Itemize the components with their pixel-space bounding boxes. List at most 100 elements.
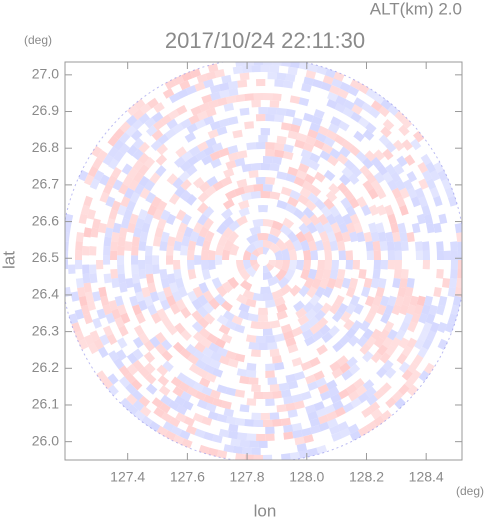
- field-cell: [82, 273, 91, 284]
- field-cell: [96, 370, 108, 382]
- field-cell: [240, 279, 253, 292]
- field-cell: [382, 171, 394, 184]
- field-cell: [111, 200, 121, 212]
- field-cell: [276, 135, 287, 145]
- field-cell: [265, 149, 275, 157]
- field-cell: [207, 129, 219, 139]
- field-cell: [192, 412, 204, 423]
- field-cell: [186, 386, 198, 397]
- field-cell: [326, 99, 338, 110]
- field-cell: [181, 213, 192, 226]
- field-cell: [148, 420, 161, 432]
- field-cell: [93, 338, 104, 350]
- field-cell: [129, 191, 141, 204]
- field-cell: [180, 391, 192, 402]
- field-cell: [376, 164, 388, 176]
- field-cell: [180, 118, 192, 129]
- field-cell: [319, 390, 332, 401]
- field-cell: [294, 400, 305, 410]
- field-cell: [263, 219, 274, 228]
- field-cell: [265, 363, 275, 371]
- field-cell: [225, 95, 237, 104]
- field-cell: [256, 246, 263, 255]
- field-cell: [373, 171, 385, 184]
- field-cell: [65, 250, 69, 260]
- field-cell: [127, 167, 139, 179]
- field-cell: [183, 416, 195, 427]
- field-cell: [384, 304, 394, 316]
- field-cell: [74, 250, 83, 260]
- field-cell: [315, 407, 327, 418]
- field-cell: [78, 338, 89, 350]
- field-cell: [278, 382, 289, 391]
- field-cell: [281, 248, 290, 260]
- field-cell: [373, 250, 381, 260]
- field-cell: [285, 173, 297, 183]
- field-cell: [289, 95, 301, 104]
- field-cell: [167, 236, 176, 247]
- field-cell: [151, 397, 164, 409]
- field-cell: [433, 161, 444, 174]
- field-cell: [230, 438, 241, 447]
- field-cell: [191, 310, 203, 322]
- field-cell: [287, 166, 299, 177]
- field-cell: [307, 129, 319, 139]
- field-cell: [108, 158, 120, 170]
- field-cell: [281, 62, 291, 67]
- field-cell: [376, 204, 387, 216]
- field-cell: [103, 273, 112, 284]
- field-cell: [309, 294, 321, 306]
- field-cell: [175, 231, 185, 243]
- field-cell: [328, 123, 340, 134]
- field-cell: [396, 353, 408, 365]
- field-cell: [106, 218, 116, 229]
- field-cell: [65, 260, 69, 270]
- field-cell: [249, 226, 261, 236]
- field-cell: [233, 186, 246, 197]
- field-cell: [160, 231, 170, 243]
- field-cell: [295, 231, 307, 243]
- field-cell: [138, 332, 150, 345]
- field-cell: [289, 62, 300, 69]
- field-cell: [373, 260, 381, 270]
- field-cell: [350, 397, 362, 409]
- field-cell: [399, 278, 408, 289]
- field-cell: [385, 367, 397, 379]
- field-cell: [398, 124, 410, 137]
- field-cell: [232, 445, 243, 454]
- field-cell: [184, 132, 197, 143]
- field-cell: [314, 171, 326, 183]
- field-cell: [385, 163, 397, 176]
- field-cell: [327, 91, 339, 102]
- field-cell: [400, 117, 413, 129]
- field-cell: [216, 413, 228, 423]
- field-cell: [391, 304, 402, 316]
- field-cell: [89, 273, 98, 284]
- field-cell: [407, 321, 418, 333]
- field-cell: [433, 222, 442, 233]
- field-cell: [324, 260, 333, 270]
- field-cell: [134, 410, 146, 422]
- field-cell: [302, 301, 315, 313]
- field-cell: [325, 379, 338, 391]
- field-cell: [209, 389, 221, 400]
- field-cell: [317, 384, 330, 395]
- field-cell: [289, 123, 301, 133]
- field-cell: [346, 356, 358, 368]
- field-cell: [362, 328, 374, 340]
- field-cell: [83, 282, 92, 293]
- field-cell: [99, 334, 110, 346]
- field-cell: [99, 174, 110, 186]
- field-cell: [251, 412, 261, 420]
- field-cell: [330, 393, 342, 404]
- field-cell: [366, 250, 375, 260]
- field-cell: [266, 263, 275, 272]
- field-cell: [303, 249, 312, 260]
- field-cell: [320, 81, 332, 92]
- field-cell: [268, 260, 277, 267]
- field-cell: [246, 233, 259, 245]
- field-cell: [394, 250, 403, 260]
- field-cell: [131, 236, 140, 247]
- field-cell: [160, 299, 171, 311]
- field-cell: [316, 444, 328, 455]
